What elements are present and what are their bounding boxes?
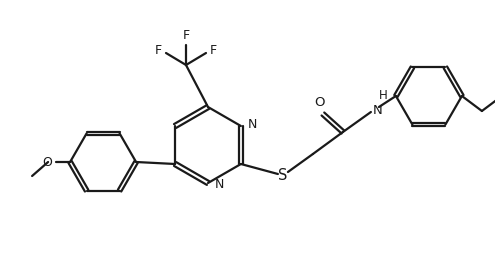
Text: N: N bbox=[373, 104, 383, 117]
Text: O: O bbox=[315, 96, 325, 109]
Text: N: N bbox=[215, 177, 224, 191]
Text: S: S bbox=[278, 168, 288, 184]
Text: F: F bbox=[210, 45, 217, 58]
Text: O: O bbox=[42, 156, 52, 168]
Text: F: F bbox=[183, 29, 190, 42]
Text: H: H bbox=[379, 89, 387, 102]
Text: F: F bbox=[155, 45, 162, 58]
Text: N: N bbox=[248, 119, 257, 131]
